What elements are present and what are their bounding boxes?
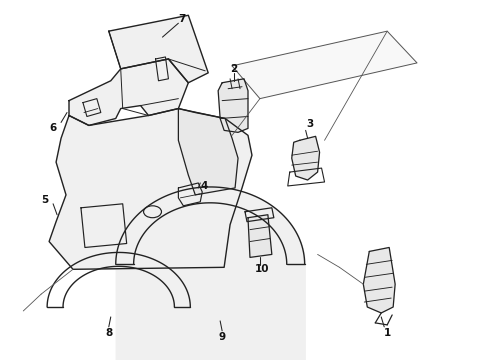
Text: 9: 9 [219, 332, 226, 342]
Polygon shape [69, 59, 188, 125]
Polygon shape [218, 79, 248, 132]
Polygon shape [109, 15, 208, 83]
Polygon shape [49, 109, 252, 269]
Text: 6: 6 [49, 123, 57, 134]
Text: 7: 7 [179, 14, 186, 24]
Text: 1: 1 [384, 328, 391, 338]
Text: 3: 3 [306, 120, 313, 130]
Text: 2: 2 [230, 64, 238, 74]
Polygon shape [232, 31, 417, 99]
Text: 10: 10 [255, 264, 269, 274]
Polygon shape [248, 215, 272, 257]
Text: 8: 8 [105, 328, 112, 338]
Text: 5: 5 [42, 195, 49, 205]
Polygon shape [363, 247, 395, 313]
Text: 4: 4 [200, 181, 208, 191]
Polygon shape [292, 136, 319, 180]
Polygon shape [178, 109, 238, 195]
